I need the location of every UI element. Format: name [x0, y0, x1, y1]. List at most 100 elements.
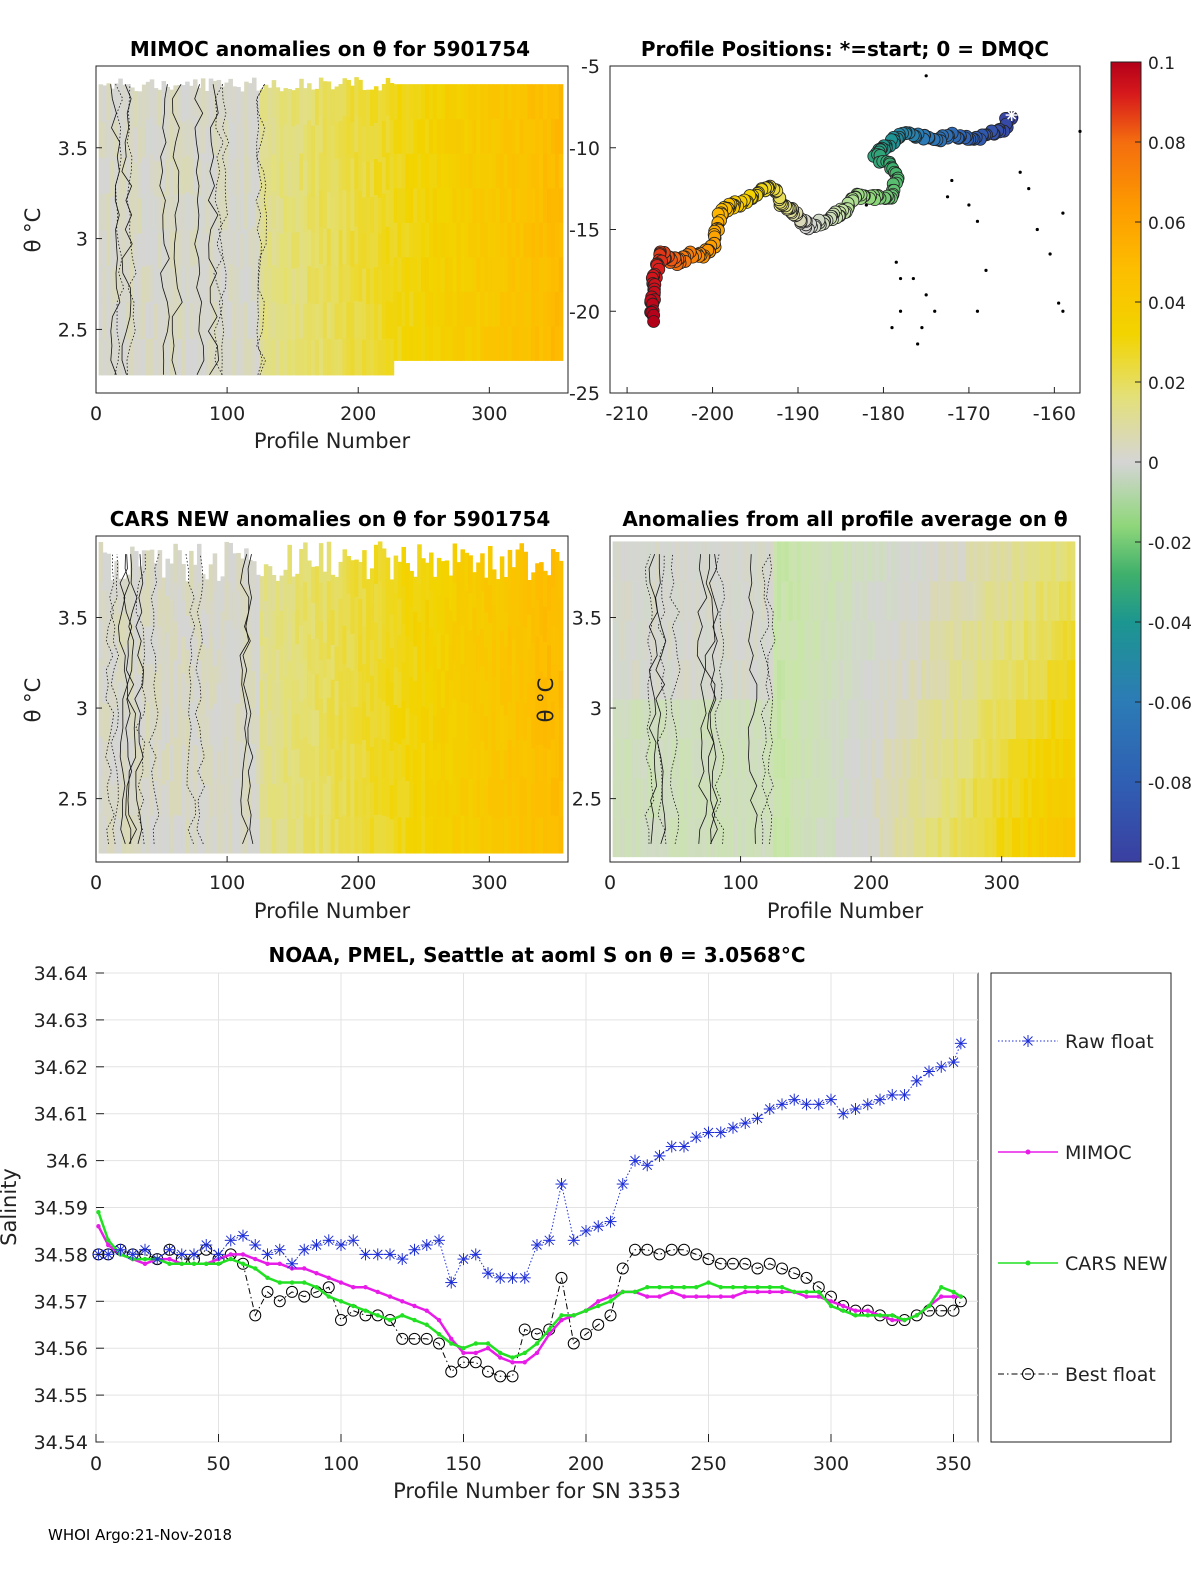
anomaly-cell — [429, 187, 434, 223]
anomaly-cell — [788, 699, 794, 739]
anomaly-cell — [409, 711, 414, 748]
anomaly-cell — [244, 191, 249, 229]
anomaly-cell — [200, 608, 206, 645]
anomaly-cell — [126, 644, 131, 680]
raw-float-point-stroke — [789, 1094, 800, 1105]
anomaly-cell — [255, 303, 261, 340]
anomaly-cell — [663, 817, 669, 858]
anomaly-cell — [643, 699, 649, 739]
anomaly-cell — [271, 609, 277, 646]
anomaly-cell — [381, 548, 387, 588]
anomaly-cell — [220, 610, 226, 647]
anomaly-cell — [271, 116, 277, 155]
anomaly-cell — [141, 815, 147, 854]
anomaly-cell — [808, 817, 813, 858]
anomaly-cell — [405, 671, 410, 709]
anomaly-cell — [503, 680, 509, 716]
anomaly-cell — [232, 815, 237, 854]
raw-float-point-stroke — [287, 1258, 297, 1269]
anomaly-cell — [413, 576, 418, 612]
anomaly-cell — [476, 256, 481, 292]
anomaly-cell — [366, 579, 371, 614]
anomaly-cell — [122, 302, 127, 340]
anomaly-cell — [322, 154, 328, 192]
anomaly-cell — [547, 187, 552, 223]
anomaly-cell — [185, 81, 190, 119]
anomaly-cell — [773, 738, 778, 779]
anomaly-cell — [683, 541, 688, 582]
anomaly-cell — [326, 191, 332, 229]
anomaly-cell — [472, 677, 477, 714]
anomaly-cell — [208, 337, 214, 376]
cars-new-point — [265, 1275, 270, 1281]
best-float-point — [690, 1248, 703, 1261]
anomaly-cell — [181, 708, 186, 746]
anomaly-cell — [523, 291, 528, 327]
anomaly-cell — [456, 256, 462, 292]
mimoc-point — [853, 1308, 858, 1313]
anomaly-cell — [855, 620, 860, 661]
anomaly-cell — [102, 665, 108, 704]
anomaly-cell — [326, 736, 332, 776]
anomaly-cell — [820, 541, 825, 582]
cars-new-point — [473, 1341, 478, 1346]
anomaly-cell — [330, 89, 336, 126]
cars-new-point — [216, 1261, 221, 1266]
anomaly-cell — [749, 541, 755, 582]
anomaly-cell — [792, 777, 798, 818]
anomaly-cell — [389, 681, 395, 717]
y-tick-label: 3 — [590, 698, 602, 720]
mimoc-point — [522, 1360, 527, 1365]
mimoc-point — [485, 1346, 491, 1351]
anomaly-cell — [452, 620, 458, 661]
anomaly-cell — [511, 325, 517, 361]
anomaly-cell — [228, 152, 233, 191]
anomaly-cell — [291, 645, 296, 681]
anomaly-cell — [547, 818, 552, 854]
anomaly-cell — [855, 777, 860, 818]
anomaly-cell — [240, 558, 245, 596]
anomaly-cell — [448, 818, 454, 854]
raw-float-point — [384, 1248, 396, 1261]
anomaly-cell — [318, 659, 324, 699]
anomaly-cell — [244, 624, 249, 664]
anomaly-cell — [476, 671, 481, 709]
cars-new-point — [522, 1350, 527, 1356]
anomaly-cell — [145, 815, 151, 854]
anomaly-cell — [440, 779, 446, 818]
anomaly-cell — [663, 777, 669, 818]
anomaly-cell — [1066, 659, 1072, 700]
y-tick-label: 34.61 — [34, 1104, 88, 1126]
anomaly-cell — [894, 699, 900, 739]
anomaly-cell — [432, 818, 438, 854]
anomaly-cell — [149, 190, 155, 228]
anomaly-cell — [511, 817, 517, 854]
anomaly-cell — [311, 267, 316, 305]
anomaly-cell — [484, 612, 489, 648]
anomaly-cell — [153, 599, 159, 637]
anomaly-cell — [777, 817, 782, 858]
anomaly-cell — [480, 325, 485, 361]
anomaly-cell — [161, 646, 167, 682]
anomaly-cell — [263, 600, 269, 638]
anomaly-cell — [620, 777, 625, 818]
anomaly-cell — [354, 669, 359, 707]
cars-new-point — [228, 1256, 233, 1262]
x-tick-label: 0 — [90, 403, 102, 425]
raw-float-point — [837, 1107, 850, 1120]
anomaly-cell — [460, 325, 466, 361]
anomaly-cell — [134, 197, 139, 234]
anomaly-cell — [381, 84, 387, 121]
anomaly-cell — [616, 620, 622, 661]
anomaly-cell — [220, 645, 226, 681]
anomaly-cell — [165, 302, 171, 340]
anomaly-cell — [330, 679, 336, 715]
anomaly-cell — [196, 123, 202, 161]
anomaly-cell — [370, 160, 375, 198]
anomaly-cell — [362, 268, 367, 305]
anomaly-cell — [468, 291, 473, 327]
anomaly-cell — [1000, 541, 1005, 582]
anomaly-cell — [690, 659, 696, 700]
anomaly-cell — [456, 118, 462, 154]
anomaly-cell — [491, 604, 497, 641]
